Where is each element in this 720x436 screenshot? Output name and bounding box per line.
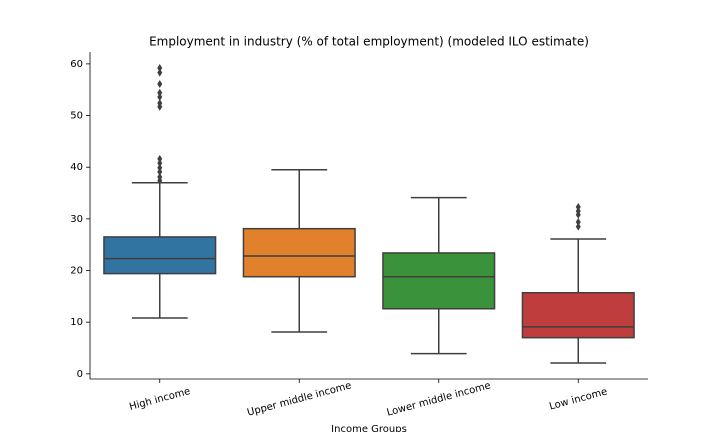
outlier	[157, 99, 163, 108]
outlier	[157, 167, 163, 176]
outlier	[157, 92, 163, 101]
box	[521, 291, 635, 339]
outlier	[157, 64, 163, 73]
y-tick-label: 0	[77, 369, 83, 380]
x-tick-label: Upper middle income	[246, 380, 353, 418]
outlier	[157, 154, 163, 163]
y-tick-label: 50	[70, 111, 83, 122]
outlier	[575, 222, 581, 231]
outlier	[575, 207, 581, 216]
outlier	[157, 163, 163, 172]
outlier	[157, 173, 163, 182]
y-tick-label: 10	[70, 317, 83, 328]
outlier	[157, 88, 163, 97]
outlier	[575, 217, 581, 226]
x-tick-label: High income	[128, 386, 192, 413]
outlier	[157, 68, 163, 77]
box	[382, 252, 496, 310]
y-tick-label: 60	[70, 59, 83, 70]
outlier	[157, 159, 163, 168]
y-tick-label: 20	[70, 266, 83, 277]
outlier	[575, 202, 581, 211]
x-tick-label: Lower middle income	[386, 380, 492, 418]
box	[103, 236, 217, 275]
x-axis-label: Income Groups	[331, 424, 407, 432]
y-tick-label: 40	[70, 162, 83, 173]
box	[242, 227, 356, 278]
outlier	[157, 80, 163, 89]
x-tick-label: Low income	[548, 386, 608, 412]
chart-title: Employment in industry (% of total emplo…	[149, 35, 589, 49]
y-tick-label: 30	[70, 214, 83, 225]
